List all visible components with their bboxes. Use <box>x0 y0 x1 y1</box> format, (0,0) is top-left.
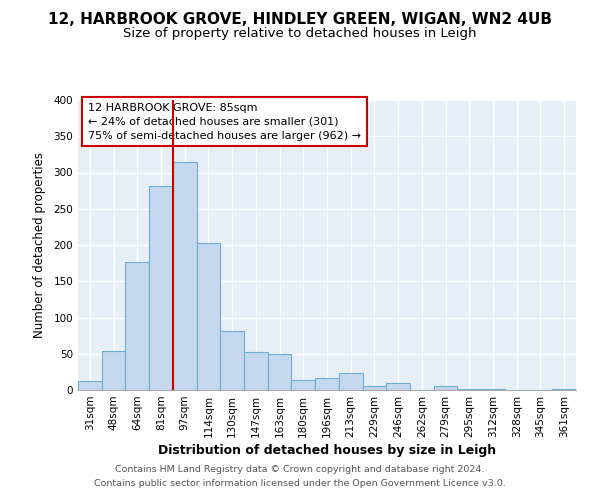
Y-axis label: Number of detached properties: Number of detached properties <box>34 152 46 338</box>
Bar <box>173 162 197 390</box>
Bar <box>78 382 102 390</box>
Bar <box>292 380 315 390</box>
Bar <box>339 372 362 390</box>
Bar <box>362 386 386 390</box>
Bar <box>149 186 173 390</box>
Bar <box>220 332 244 390</box>
Bar <box>315 378 339 390</box>
Text: 12, HARBROOK GROVE, HINDLEY GREEN, WIGAN, WN2 4UB: 12, HARBROOK GROVE, HINDLEY GREEN, WIGAN… <box>48 12 552 28</box>
Bar <box>268 354 292 390</box>
Bar <box>552 388 576 390</box>
Bar <box>125 262 149 390</box>
Text: 12 HARBROOK GROVE: 85sqm
← 24% of detached houses are smaller (301)
75% of semi-: 12 HARBROOK GROVE: 85sqm ← 24% of detach… <box>88 103 361 141</box>
Bar <box>434 386 457 390</box>
Bar <box>197 243 220 390</box>
Bar <box>244 352 268 390</box>
Bar <box>457 388 481 390</box>
Text: Size of property relative to detached houses in Leigh: Size of property relative to detached ho… <box>123 28 477 40</box>
Bar <box>386 383 410 390</box>
X-axis label: Distribution of detached houses by size in Leigh: Distribution of detached houses by size … <box>158 444 496 457</box>
Text: Contains HM Land Registry data © Crown copyright and database right 2024.
Contai: Contains HM Land Registry data © Crown c… <box>94 466 506 487</box>
Bar <box>102 351 125 390</box>
